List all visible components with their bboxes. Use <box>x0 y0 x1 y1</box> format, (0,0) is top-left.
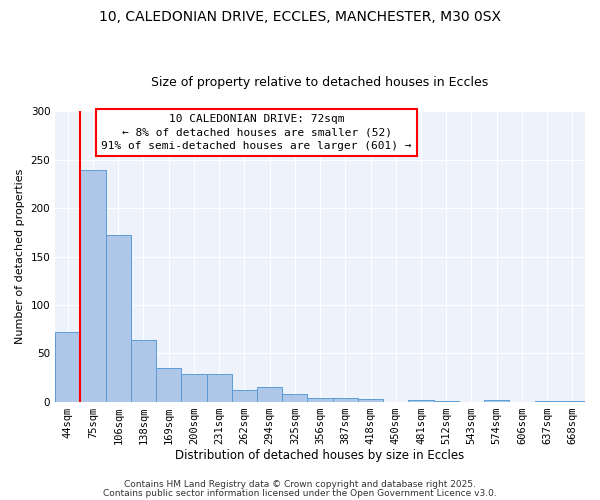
Bar <box>282 394 307 402</box>
Bar <box>560 400 585 402</box>
Bar <box>106 236 131 402</box>
Bar <box>535 400 560 402</box>
Title: Size of property relative to detached houses in Eccles: Size of property relative to detached ho… <box>151 76 489 90</box>
X-axis label: Distribution of detached houses by size in Eccles: Distribution of detached houses by size … <box>175 450 465 462</box>
Bar <box>156 368 181 402</box>
Text: 10 CALEDONIAN DRIVE: 72sqm
← 8% of detached houses are smaller (52)
91% of semi-: 10 CALEDONIAN DRIVE: 72sqm ← 8% of detac… <box>101 114 412 151</box>
Text: Contains public sector information licensed under the Open Government Licence v3: Contains public sector information licen… <box>103 489 497 498</box>
Bar <box>206 374 232 402</box>
Y-axis label: Number of detached properties: Number of detached properties <box>15 169 25 344</box>
Bar <box>80 170 106 402</box>
Bar <box>257 387 282 402</box>
Text: Contains HM Land Registry data © Crown copyright and database right 2025.: Contains HM Land Registry data © Crown c… <box>124 480 476 489</box>
Bar <box>358 398 383 402</box>
Bar <box>307 398 332 402</box>
Text: 10, CALEDONIAN DRIVE, ECCLES, MANCHESTER, M30 0SX: 10, CALEDONIAN DRIVE, ECCLES, MANCHESTER… <box>99 10 501 24</box>
Bar <box>55 332 80 402</box>
Bar <box>409 400 434 402</box>
Bar <box>434 400 459 402</box>
Bar <box>332 398 358 402</box>
Bar <box>181 374 206 402</box>
Bar <box>232 390 257 402</box>
Bar <box>484 400 509 402</box>
Bar <box>131 340 156 402</box>
